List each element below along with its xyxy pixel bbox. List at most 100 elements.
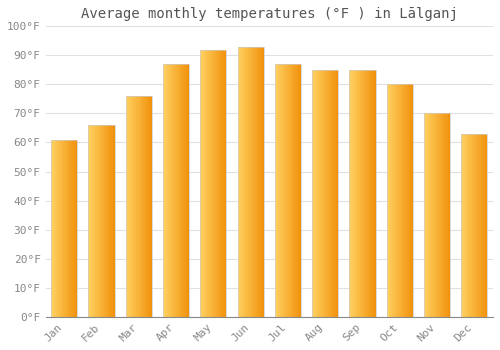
Bar (60, 140, 62, 317)
Bar (350, 70, 351, 317)
Bar (286, 64, 287, 317)
Bar (214, 49, 215, 317)
Bar (371, 70, 372, 317)
Bar (177, 64, 178, 317)
Bar (404, 84, 405, 317)
Bar (324, 70, 325, 317)
Bar (290, 64, 292, 317)
Bar (250, 47, 252, 317)
Bar (58, 140, 59, 317)
Bar (432, 113, 433, 317)
Bar (292, 64, 293, 317)
Bar (204, 49, 206, 317)
Bar (462, 134, 487, 317)
Bar (442, 113, 443, 317)
Bar (322, 70, 324, 317)
Bar (110, 125, 111, 317)
Bar (136, 96, 137, 317)
Bar (238, 47, 240, 317)
Bar (244, 47, 246, 317)
Bar (98, 125, 99, 317)
Bar (275, 64, 276, 317)
Bar (361, 70, 362, 317)
Bar (464, 134, 465, 317)
Bar (248, 47, 249, 317)
Bar (65, 140, 66, 317)
Bar (279, 64, 280, 317)
Bar (411, 84, 412, 317)
Bar (325, 70, 326, 317)
Bar (143, 96, 144, 317)
Bar (216, 49, 217, 317)
Bar (360, 70, 361, 317)
Bar (316, 70, 318, 317)
Bar (312, 70, 338, 317)
Bar (171, 64, 172, 317)
Bar (462, 134, 463, 317)
Bar (111, 125, 112, 317)
Bar (149, 96, 150, 317)
Bar (281, 64, 282, 317)
Bar (184, 64, 185, 317)
Bar (96, 125, 97, 317)
Bar (223, 49, 224, 317)
Bar (185, 64, 186, 317)
Bar (445, 113, 446, 317)
Bar (201, 49, 202, 317)
Bar (142, 96, 143, 317)
Bar (296, 64, 298, 317)
Bar (362, 70, 364, 317)
Bar (312, 70, 313, 317)
Bar (364, 70, 365, 317)
Bar (138, 96, 139, 317)
Bar (72, 140, 73, 317)
Bar (437, 113, 438, 317)
Bar (428, 113, 430, 317)
Bar (99, 125, 100, 317)
Bar (319, 70, 320, 317)
Bar (126, 96, 128, 317)
Bar (318, 70, 319, 317)
Bar (91, 125, 92, 317)
Bar (88, 125, 115, 317)
Bar (94, 125, 96, 317)
Bar (298, 64, 300, 317)
Bar (444, 113, 445, 317)
Bar (394, 84, 396, 317)
Bar (396, 84, 397, 317)
Bar (97, 125, 98, 317)
Bar (335, 70, 336, 317)
Bar (169, 64, 170, 317)
Bar (262, 47, 263, 317)
Bar (332, 70, 333, 317)
Bar (130, 96, 131, 317)
Bar (474, 134, 476, 317)
Bar (430, 113, 431, 317)
Bar (390, 84, 391, 317)
Bar (74, 140, 76, 317)
Bar (327, 70, 328, 317)
Bar (59, 140, 60, 317)
Bar (52, 140, 53, 317)
Bar (469, 134, 470, 317)
Bar (336, 70, 338, 317)
Bar (166, 64, 168, 317)
Bar (254, 47, 255, 317)
Bar (260, 47, 261, 317)
Bar (326, 70, 327, 317)
Bar (391, 84, 392, 317)
Bar (53, 140, 54, 317)
Bar (62, 140, 64, 317)
Bar (105, 125, 106, 317)
Bar (252, 47, 254, 317)
Bar (276, 64, 278, 317)
Bar (446, 113, 448, 317)
Bar (221, 49, 222, 317)
Bar (139, 96, 140, 317)
Bar (261, 47, 262, 317)
Bar (128, 96, 129, 317)
Bar (102, 125, 103, 317)
Bar (352, 70, 353, 317)
Bar (370, 70, 371, 317)
Bar (412, 84, 413, 317)
